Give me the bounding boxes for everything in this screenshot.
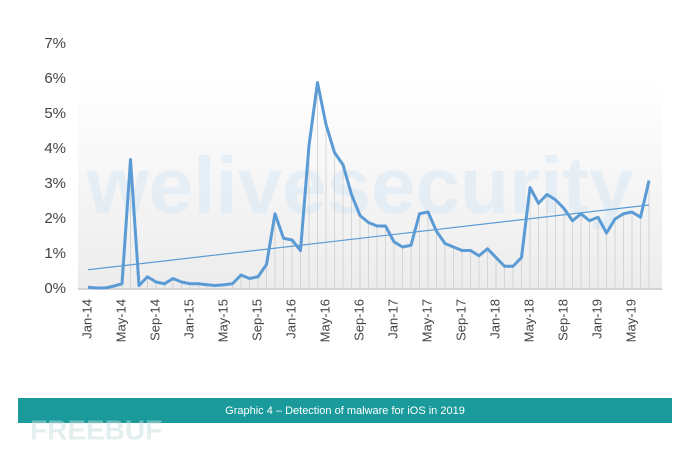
series-line: [87, 81, 651, 290]
y-tick-label: 3%: [44, 175, 66, 192]
x-tick-label: Sep-16: [351, 299, 366, 341]
x-tick-label: May-17: [419, 299, 434, 342]
plot-background: [78, 80, 662, 290]
x-tick-label: May-16: [317, 299, 332, 342]
y-tick-label: 7%: [44, 35, 66, 52]
x-tick-label: May-19: [623, 299, 638, 342]
y-tick-label: 4%: [44, 140, 66, 157]
y-tick-label: 5%: [44, 105, 66, 122]
watermark: FREEBUF: [30, 414, 162, 445]
y-tick-label: 2%: [44, 210, 66, 227]
x-tick-label: Jan-16: [283, 299, 298, 339]
x-tick-label: Sep-18: [555, 299, 570, 341]
x-tick-label: Sep-17: [453, 299, 468, 341]
x-tick-label: May-14: [113, 299, 128, 342]
x-tick-label: Sep-15: [249, 299, 264, 341]
x-tick-label: May-15: [215, 299, 230, 342]
x-tick-label: May-18: [521, 299, 536, 342]
x-tick-label: Sep-14: [147, 299, 162, 341]
y-tick-label: 1%: [44, 245, 66, 262]
caption-bar: [18, 398, 672, 423]
x-tick-label: Jan-18: [487, 299, 502, 339]
x-tick-label: Jan-17: [385, 299, 400, 339]
y-tick-label: 0%: [44, 280, 66, 297]
x-tick-label: Jan-19: [589, 299, 604, 339]
trendline: [87, 204, 650, 271]
caption: Graphic 4 – Detection of malware for iOS…: [225, 405, 465, 417]
y-tick-label: 6%: [44, 70, 66, 87]
x-tick-label: Jan-14: [79, 299, 94, 339]
x-tick-label: Jan-15: [181, 299, 196, 339]
